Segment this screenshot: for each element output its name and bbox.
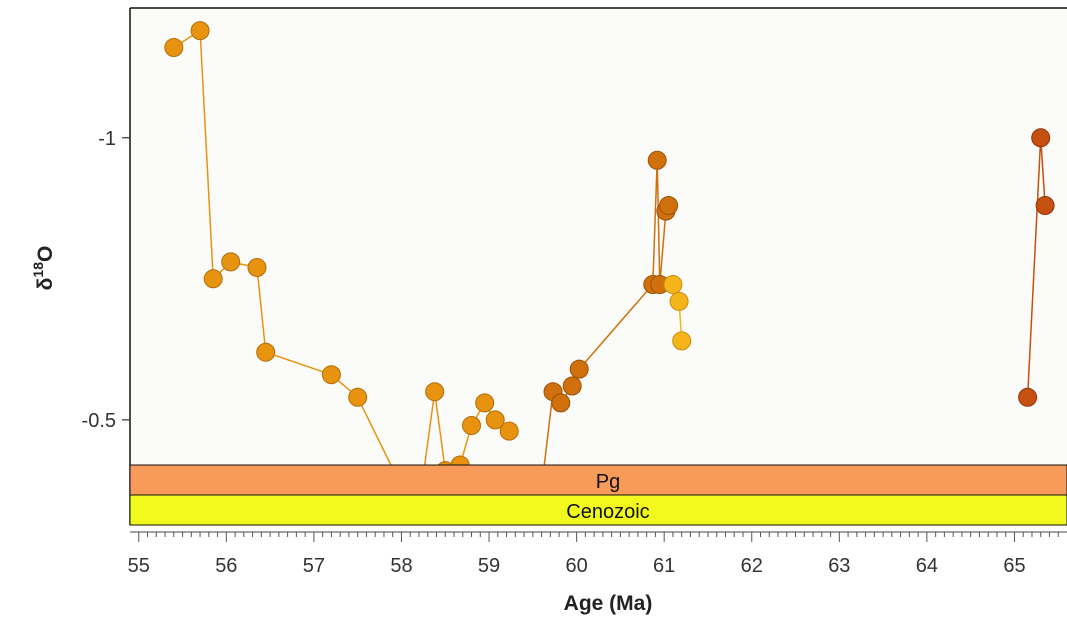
- x-tick-label: 55: [128, 555, 150, 577]
- band-cenozoic-label: Cenozoic: [566, 501, 649, 523]
- data-point: [562, 376, 582, 396]
- x-tick-label: 61: [653, 555, 675, 577]
- data-point: [190, 21, 210, 41]
- data-point: [164, 38, 184, 57]
- y-tick-label: -1: [98, 128, 116, 150]
- x-tick-label: 63: [828, 555, 850, 577]
- data-point: [256, 342, 276, 362]
- data-point: [569, 359, 589, 379]
- x-tick-label: 58: [390, 555, 412, 577]
- x-tick-label: 64: [916, 555, 938, 577]
- data-point: [321, 365, 341, 385]
- data-point: [485, 410, 505, 430]
- data-point: [425, 382, 445, 402]
- data-point: [462, 416, 481, 435]
- data-point: [348, 387, 368, 407]
- x-ticks: 55 56 57 58 59 60 61 62 63 64 65: [128, 532, 1059, 577]
- y-axis-title: δ18O: [30, 246, 57, 291]
- x-axis-title: Age (Ma): [564, 592, 653, 615]
- data-point: [499, 421, 519, 441]
- y-tick-label: -0.5: [82, 410, 116, 432]
- x-tick-label: 59: [478, 555, 500, 577]
- y-axis-title-main: δ: [34, 278, 57, 291]
- data-point: [1035, 196, 1055, 215]
- x-tick-label: 62: [741, 555, 763, 577]
- data-point: [221, 252, 241, 272]
- x-tick-label: 60: [565, 555, 587, 577]
- data-point: [669, 291, 689, 311]
- x-tick-label: 57: [303, 555, 325, 577]
- y-axis-title-superscript: 18: [30, 262, 46, 278]
- data-point: [663, 275, 683, 294]
- y-axis-title-tail: O: [34, 246, 57, 262]
- x-axis: 55 56 57 58 59 60 61 62 63 64 65 Age (Ma): [128, 531, 1067, 615]
- x-tick-label: 56: [215, 555, 237, 577]
- x-tick-label: 65: [1003, 555, 1025, 577]
- data-point: [659, 196, 679, 215]
- data-point: [1018, 387, 1038, 407]
- data-point: [203, 269, 223, 289]
- y-ticks: -1 -0.5: [82, 128, 130, 432]
- plot-area: [129, 7, 1067, 525]
- plot-background: [130, 8, 1067, 525]
- band-pg-label: Pg: [596, 471, 620, 493]
- timescale-bands: Pg Cenozoic: [129, 464, 1067, 526]
- data-point: [647, 150, 667, 170]
- band-cenozoic: [129, 494, 1067, 526]
- data-point: [672, 331, 692, 351]
- data-point: [1031, 128, 1051, 148]
- data-point: [551, 393, 571, 413]
- y-axis: -1 -0.5 δ18O: [30, 128, 130, 432]
- data-point: [247, 258, 267, 277]
- data-point: [475, 393, 495, 413]
